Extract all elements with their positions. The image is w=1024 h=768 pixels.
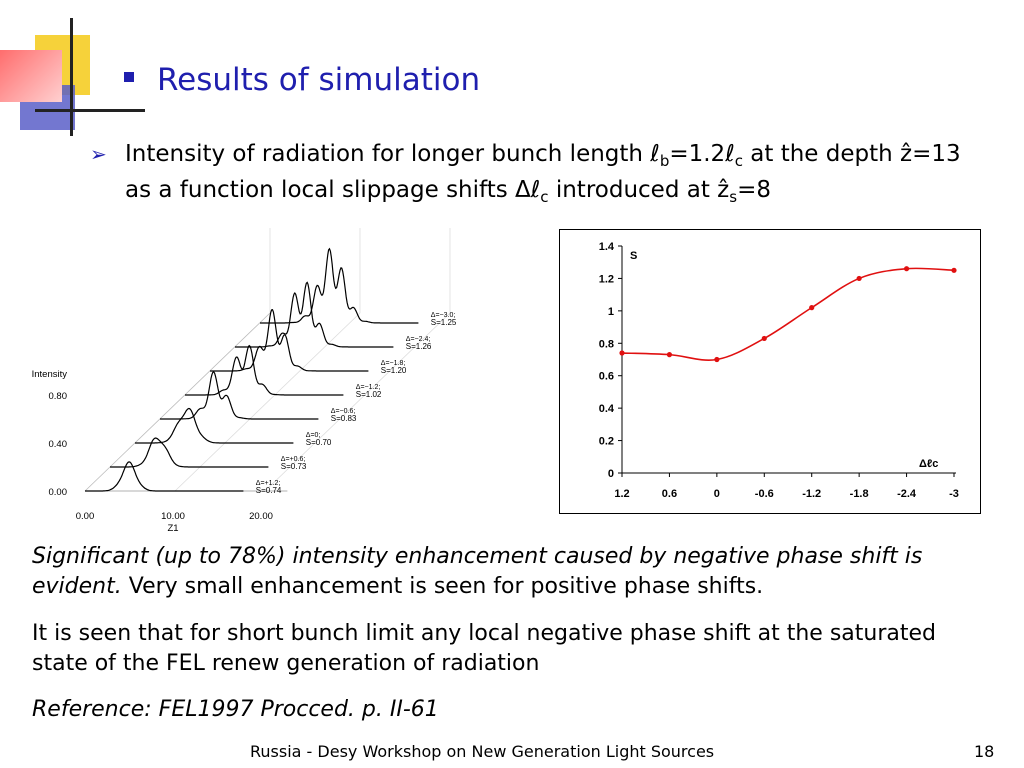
- series-delta-label: Δ=0;: [306, 432, 321, 439]
- chart-series: [619, 266, 957, 363]
- x-tick-label: 0.00: [76, 511, 95, 522]
- chart-frame: [559, 229, 981, 514]
- corner-horizontal-rule: [35, 109, 145, 112]
- y-tick-label: 0.4: [599, 403, 615, 415]
- series-delta-label: Δ=−1.2;: [356, 384, 381, 391]
- series-s-label: S=1.20: [381, 366, 407, 375]
- series-s-label: S=0.74: [256, 486, 282, 495]
- s-vs-shift-chart: 0 0.2 0.4 0.6 0.8 1 1.2 1.4 1.2 0.6 0 -0.6 -1.2 -1.8 -…: [559, 229, 981, 514]
- data-point: [856, 275, 862, 282]
- waterfall-labels: Δ=+1.2;S=0.74 Δ=+0.6;S=0.73 Δ=0;S=0.70 Δ=−0…: [256, 312, 457, 495]
- y-tick-label: 0.8: [599, 338, 614, 350]
- series-delta-label: Δ=+0.6;: [281, 456, 306, 463]
- x-axis-label: Z1: [167, 523, 178, 534]
- slide-title: Results of simulation: [157, 62, 481, 98]
- x-tick-label: 20.00: [249, 511, 273, 522]
- intensity-curve: [135, 407, 294, 444]
- x-tick-label: -2.4: [897, 488, 917, 500]
- y-axis-label: Intensity: [32, 369, 68, 380]
- paragraph-enhancement: Significant (up to 78%) intensity enhanc…: [32, 544, 923, 599]
- data-point: [714, 356, 720, 363]
- data-point: [951, 267, 957, 273]
- data-point: [809, 305, 815, 311]
- reference: Reference: FEL1997 Procced. p. II-61: [32, 697, 439, 722]
- intro-text: Intensity of radiation for longer bunch …: [125, 141, 961, 206]
- x-tick-label: -3: [949, 488, 959, 500]
- y-tick-label: 0.80: [49, 391, 68, 402]
- y-tick-label: 1: [608, 306, 614, 318]
- title-bullet: [124, 72, 134, 82]
- waterfall-curves: [85, 247, 419, 492]
- series-s-label: S=0.83: [331, 414, 357, 423]
- series-s-label: S=1.26: [406, 342, 432, 351]
- y-axis-label: S: [630, 250, 637, 262]
- x-tick-label: 10.00: [161, 511, 185, 522]
- series-line: [621, 267, 955, 361]
- depth-axis: [264, 312, 451, 492]
- corner-red-square: [0, 50, 62, 102]
- intensity-curve: [210, 309, 369, 372]
- data-point: [666, 352, 673, 358]
- x-tick-label: 0: [714, 488, 720, 500]
- arrow-bullet-icon: ➢: [90, 142, 107, 166]
- intensity-curve: [85, 461, 244, 492]
- intensity-curve: [235, 281, 394, 348]
- data-point: [619, 350, 625, 356]
- x-tick-label: 0.6: [662, 488, 677, 500]
- y-tick-label: 1.4: [599, 241, 615, 253]
- series-delta-label: Δ=+1.2;: [256, 480, 281, 487]
- waterfall-chart: 0.00 0.40 0.80 Intensity 0.00 10.00 20.00 Z1 Δ=…: [32, 228, 457, 534]
- y-tick-label: 0.2: [599, 436, 614, 448]
- intensity-curve: [260, 247, 419, 324]
- y-tick-label: 0: [608, 468, 614, 480]
- intensity-curve: [110, 437, 269, 468]
- intensity-curve: [185, 344, 344, 396]
- y-tick-label: 0.6: [599, 371, 614, 383]
- depth-axis: [84, 312, 271, 492]
- data-point: [761, 335, 767, 342]
- data-point: [903, 266, 910, 272]
- depth-axis: [174, 312, 361, 492]
- series-delta-label: Δ=−3.0;: [431, 312, 456, 319]
- y-tick-label: 0.40: [49, 439, 68, 450]
- paragraph-short-bunch: It is seen that for short bunch limit an…: [32, 621, 936, 676]
- x-axis-label: Δℓc: [919, 458, 938, 470]
- footer-text: Russia - Desy Workshop on New Generation…: [250, 742, 715, 761]
- waterfall-axes: 0.00 0.40 0.80 Intensity 0.00 10.00 20.00 Z1: [32, 228, 451, 534]
- y-tick-label: 1.2: [599, 273, 614, 285]
- x-tick-label: 1.2: [614, 488, 629, 500]
- series-delta-label: Δ=−1.8;: [381, 360, 406, 367]
- chart-axes: 0 0.2 0.4 0.6 0.8 1 1.2 1.4 1.2 0.6 0 -0.6 -1.2 -1.8 -…: [599, 241, 959, 500]
- corner-vertical-rule: [70, 18, 73, 136]
- series-s-label: S=1.02: [356, 390, 382, 399]
- x-tick-label: -1.8: [850, 488, 869, 500]
- x-tick-label: -1.2: [802, 488, 821, 500]
- series-s-label: S=0.70: [306, 438, 332, 447]
- series-delta-label: Δ=−0.6;: [331, 408, 356, 415]
- series-s-label: S=0.73: [281, 462, 307, 471]
- series-delta-label: Δ=−2.4;: [406, 336, 431, 343]
- x-tick-label: -0.6: [755, 488, 774, 500]
- page-number: 18: [974, 742, 995, 761]
- series-s-label: S=1.25: [431, 318, 457, 327]
- y-tick-label: 0.00: [49, 487, 68, 498]
- intensity-curve: [160, 371, 319, 420]
